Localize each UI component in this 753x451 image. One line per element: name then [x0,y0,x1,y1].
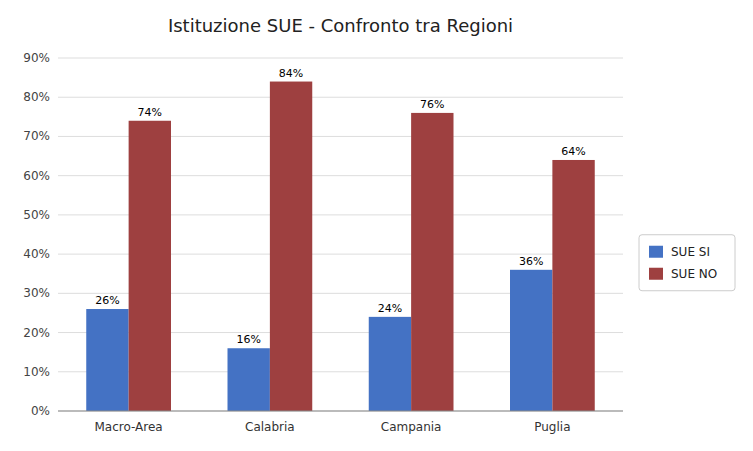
chart-container: Istituzione SUE - Confronto tra Regioni 0… [0,0,753,451]
bar [369,317,411,411]
bars [86,82,595,411]
y-tick-label: 80% [23,90,50,104]
grid-line [58,411,623,412]
bar [411,113,453,411]
x-tick-label: Campania [381,420,442,434]
legend-box [639,235,735,291]
y-tick-label: 10% [23,365,50,379]
x-axis-line [58,411,623,412]
chart-title: Istituzione SUE - Confronto tra Regioni [168,15,513,36]
y-tick-label: 40% [23,247,50,261]
data-label: 64% [561,145,585,158]
legend-label: SUE SI [671,245,710,259]
bar [510,270,552,411]
x-tick-label: Macro-Area [95,420,163,434]
chart-svg: Istituzione SUE - Confronto tra Regioni 0… [0,0,753,451]
y-tick-label: 60% [23,169,50,183]
bar [129,121,171,411]
data-labels: 26% 16% 24% 36% 74% 84% 76% 64% [95,67,586,347]
bar [228,348,270,411]
y-tick-label: 50% [23,208,50,222]
data-label: 84% [279,67,303,80]
data-label: 74% [138,106,162,119]
y-tick-label: 90% [23,51,50,65]
legend: SUE SI SUE NO [639,235,735,291]
data-label: 36% [519,255,543,268]
y-tick-label: 20% [23,326,50,340]
data-label: 76% [420,98,444,111]
data-label: 24% [378,302,402,315]
legend-swatch [649,268,663,280]
grid-line [58,58,623,59]
grid-line [58,97,623,98]
grid [58,58,623,411]
y-tick-label: 30% [23,286,50,300]
legend-swatch [649,246,663,258]
bar [86,309,128,411]
data-label: 16% [236,333,260,346]
x-tick-label: Calabria [245,420,295,434]
y-tick-label: 70% [23,129,50,143]
bar [270,82,312,411]
legend-label: SUE NO [671,267,717,281]
x-tick-label: Puglia [534,420,570,434]
y-tick-label: 0% [31,404,50,418]
bar [552,160,594,411]
data-label: 26% [95,294,119,307]
